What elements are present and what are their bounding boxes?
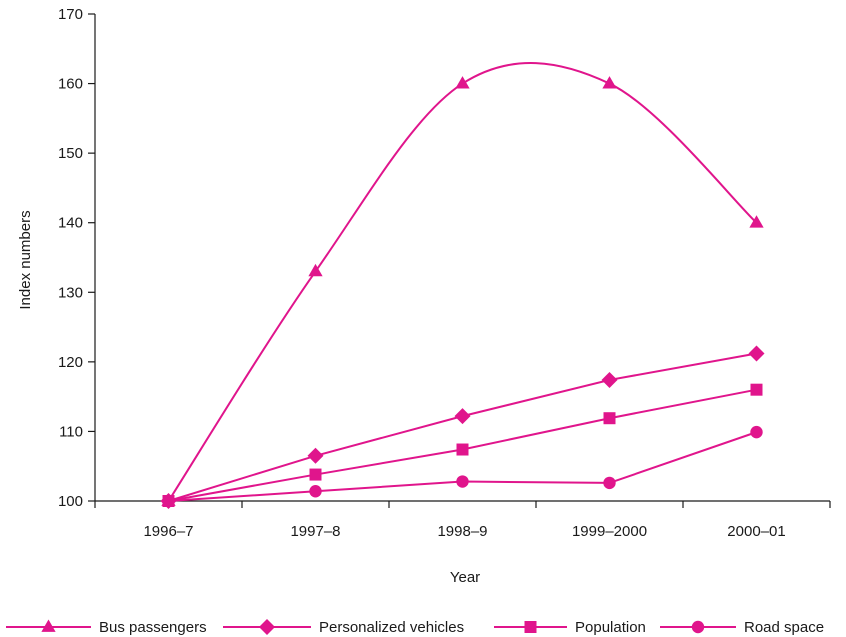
data-point-road-space <box>603 476 616 490</box>
y-ticks: 100 110 120 130 140 150 160 170 <box>58 6 95 510</box>
y-tick-label: 130 <box>58 284 83 301</box>
axes <box>94 14 830 502</box>
legend: Bus passengers Personalized vehicles Popul… <box>6 619 824 636</box>
legend-marker-population <box>524 621 537 633</box>
series-line-road-space <box>168 431 757 502</box>
y-axis-label: Index numbers <box>17 210 34 309</box>
data-point-bus-passengers <box>602 76 617 89</box>
data-point-road-space <box>750 425 763 439</box>
x-axis-label: Year <box>450 569 480 586</box>
legend-label-personalized-vehicles: Personalized vehicles <box>319 619 464 636</box>
x-tick-label: 1997–8 <box>290 523 340 540</box>
data-point-bus-passengers <box>749 215 764 228</box>
series-road-space <box>162 425 763 508</box>
x-tick-label: 1999–2000 <box>572 523 647 540</box>
data-point-personalized-vehicles <box>601 371 618 388</box>
data-point-bus-passengers <box>308 263 323 277</box>
y-tick-label: 120 <box>58 354 83 371</box>
legend-label-population: Population <box>575 619 646 636</box>
y-tick-label: 170 <box>58 6 83 23</box>
y-tick-label: 100 <box>58 493 83 510</box>
series-line-bus-passengers <box>167 62 758 502</box>
x-tick-label: 1998–9 <box>437 523 487 540</box>
data-point-road-space <box>309 485 322 498</box>
data-point-population <box>750 383 763 396</box>
y-tick-label: 150 <box>58 145 83 162</box>
y-tick-label: 160 <box>58 76 83 93</box>
data-point-road-space <box>456 475 469 488</box>
data-point-road-space <box>162 494 175 508</box>
legend-marker-personalized-vehicles <box>259 619 275 635</box>
y-tick-label: 140 <box>58 215 83 232</box>
series-group <box>160 62 765 509</box>
data-point-bus-passengers <box>455 76 470 89</box>
legend-marker-bus-passengers <box>41 619 56 632</box>
data-point-population <box>456 443 469 456</box>
y-tick-label: 110 <box>59 423 83 440</box>
legend-marker-road-space <box>691 620 705 634</box>
legend-label-road-space: Road space <box>744 619 824 636</box>
x-tick-label: 2000–01 <box>727 523 785 540</box>
legend-label-bus-passengers: Bus passengers <box>99 619 207 636</box>
series-bus-passengers <box>161 62 764 506</box>
series-population <box>162 383 763 507</box>
x-ticks: 1996–7 1997–8 1998–9 1999–2000 2000–01 <box>94 501 831 540</box>
data-point-personalized-vehicles <box>748 345 765 362</box>
data-point-population <box>603 412 616 425</box>
data-point-personalized-vehicles <box>307 447 324 464</box>
x-tick-label: 1996–7 <box>143 523 193 540</box>
data-point-population <box>309 468 322 481</box>
data-point-personalized-vehicles <box>454 408 471 425</box>
